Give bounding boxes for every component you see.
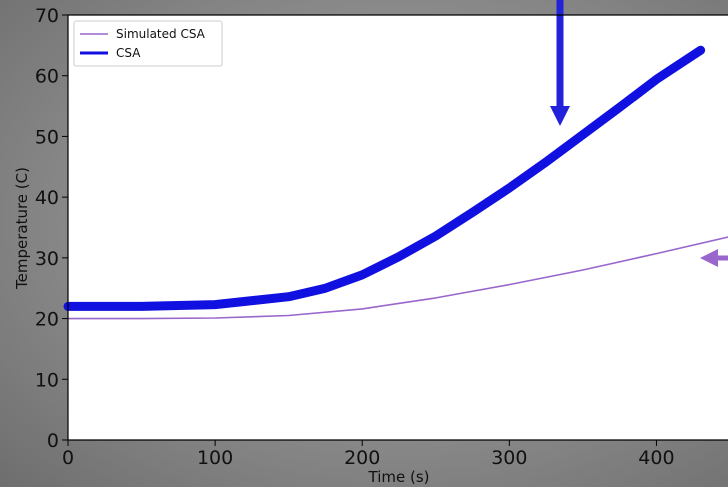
plot-area <box>68 15 728 440</box>
axes-frame <box>67 14 728 441</box>
x-axis-ticks: 0 100 200 300 400 <box>62 440 675 469</box>
legend-label-csa: CSA <box>116 46 141 60</box>
y-tick-label: 70 <box>35 5 59 27</box>
series-line-csa <box>63 45 706 311</box>
y-tick-label: 40 <box>35 187 59 209</box>
y-axis-title: Temperature (C) <box>13 167 31 290</box>
x-tick-label: 0 <box>62 447 74 469</box>
series-line-simulated-csa <box>67 236 728 320</box>
y-tick-label: 0 <box>47 430 59 452</box>
y-tick-label: 30 <box>35 248 59 270</box>
x-tick-label: 400 <box>638 447 674 469</box>
purple-left-arrow-icon <box>700 249 728 267</box>
x-axis-title: Time (s) <box>368 468 430 486</box>
annotation-layer <box>550 0 728 267</box>
y-tick-label: 10 <box>35 369 59 391</box>
x-tick-label: 200 <box>344 447 380 469</box>
y-axis-ticks: 0 10 20 30 40 50 60 70 <box>35 5 68 452</box>
legend: Simulated CSA CSA <box>73 20 223 67</box>
series-layer <box>63 45 728 320</box>
legend-label-simulated: Simulated CSA <box>116 27 206 41</box>
legend-box <box>73 20 223 67</box>
x-tick-label: 100 <box>197 447 233 469</box>
y-tick-label: 60 <box>35 66 59 88</box>
y-tick-label: 50 <box>35 126 59 148</box>
y-tick-label: 20 <box>35 309 59 331</box>
blue-down-arrow-icon <box>550 0 570 126</box>
x-tick-label: 300 <box>491 447 527 469</box>
